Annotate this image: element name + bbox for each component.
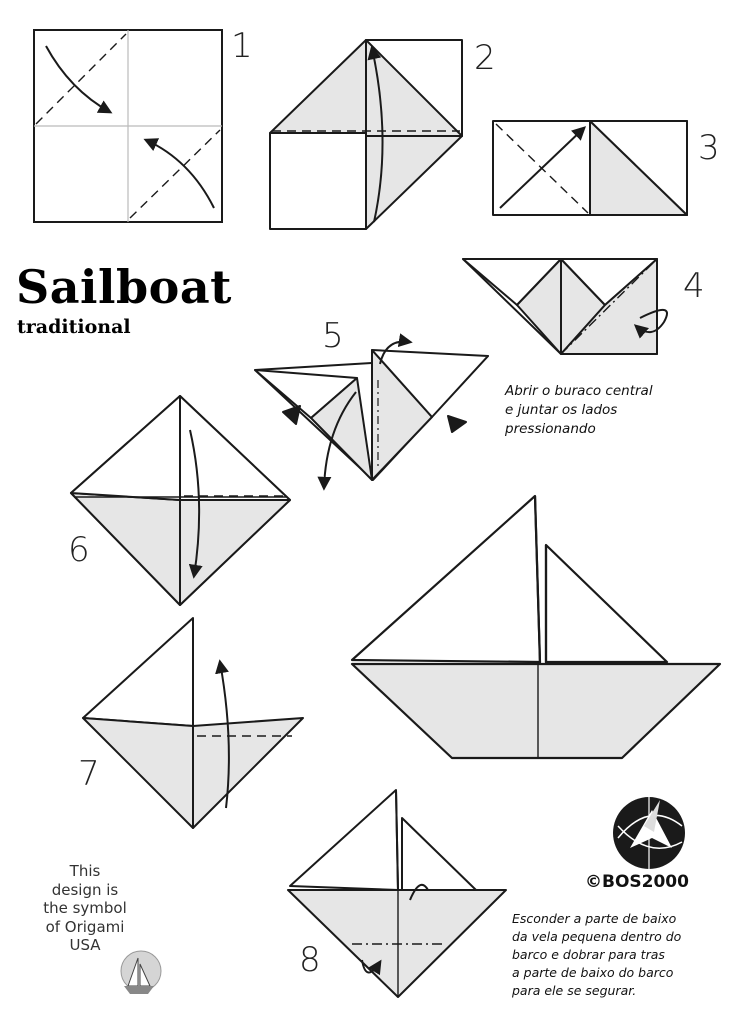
step-5-instructions: Abrir o buraco central e juntar os lados… (505, 382, 653, 439)
symbol-note: This design is the symbol of Origami USA (30, 862, 140, 955)
fold-arrow-icon (45, 45, 113, 114)
copyright-label: ©BOS2000 (585, 872, 689, 892)
step-8-note-line: para ele se segurar. (512, 983, 637, 998)
push-triangle-icon (447, 415, 467, 433)
step-5-note-line: Abrir o buraco central (505, 383, 653, 399)
fold-arrow-icon (367, 45, 384, 223)
page-title: Sailboat (16, 260, 232, 314)
symbol-note-line: This (69, 862, 101, 880)
step-number-6: 6 (68, 530, 90, 570)
step-5-note-line: e juntar os lados (505, 402, 618, 418)
step-number-7: 7 (78, 754, 100, 794)
step-number-2: 2 (474, 38, 496, 78)
fold-arrow-icon (499, 126, 587, 209)
fold-arrow-icon (633, 309, 668, 339)
symbol-note-line: USA (69, 936, 101, 954)
step-6-diagram (70, 395, 291, 606)
fold-arrow-icon (317, 391, 357, 491)
fold-arrow-icon (409, 883, 429, 901)
symbol-note-line: design is (51, 880, 119, 899)
push-triangle-icon (282, 405, 301, 425)
step-1-diagram (33, 29, 223, 223)
step-4-diagram (462, 258, 668, 355)
symbol-note-line: of Origami (45, 917, 125, 936)
origami-usa-logo-icon (613, 797, 685, 869)
finished-sailboat-diagram (350, 494, 722, 760)
symbol-note-line: the symbol (43, 899, 127, 917)
step-number-5: 5 (322, 316, 344, 356)
step-number-1: 1 (231, 26, 253, 66)
step-number-8: 8 (299, 940, 321, 980)
step-number-3: 3 (698, 128, 720, 168)
step-number-4: 4 (683, 266, 705, 306)
step-8-note-line: barco e dobrar para tras (512, 947, 665, 962)
sailboat-emblem-icon (120, 950, 162, 994)
step-8-diagram (287, 789, 507, 998)
step-7-diagram (82, 617, 304, 829)
fold-arrow-icon (143, 138, 215, 209)
step-5-note-line: pressionando (505, 421, 596, 437)
step-2-diagram (269, 39, 463, 230)
fold-arrow-icon (361, 959, 382, 976)
fold-arrow-icon (188, 429, 203, 579)
page-subtitle: traditional (17, 316, 131, 338)
step-8-note-line: Esconder a parte de baixo (512, 911, 677, 926)
fold-arrow-icon (215, 659, 230, 809)
step-8-note-line: da vela pequena dentro do (512, 929, 682, 944)
step-5-diagram (254, 333, 489, 491)
step-8-note-line: a parte de baixo do barco (512, 965, 674, 980)
step-8-instructions: Esconder a parte de baixo da vela pequen… (512, 910, 681, 1000)
step-3-diagram (492, 120, 688, 216)
fold-arrow-icon (379, 333, 413, 365)
